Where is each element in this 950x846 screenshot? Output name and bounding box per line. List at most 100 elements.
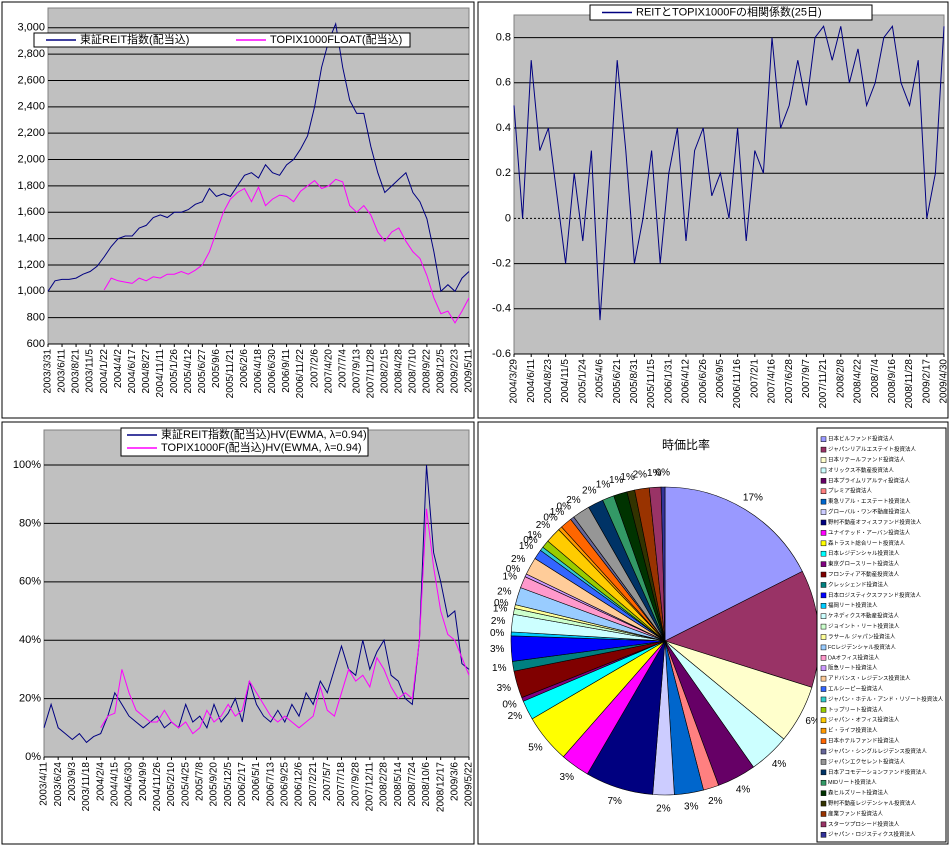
legend-swatch bbox=[820, 613, 827, 619]
x-tick-label: 2003/4/11 bbox=[39, 762, 50, 806]
legend-label: ラサール ジャパン投資法人 bbox=[828, 632, 896, 640]
x-tick-label: 2007/2/6 bbox=[309, 349, 320, 388]
series-line bbox=[100, 508, 470, 735]
data-label: 1% bbox=[609, 475, 624, 486]
x-tick-label: 2007/2/21 bbox=[308, 762, 319, 807]
x-tick-label: 2003/6/24 bbox=[53, 762, 64, 807]
legend-label: グローバル・ワン不動産投資法人 bbox=[828, 508, 911, 516]
x-tick-label: 2003/8/21 bbox=[71, 349, 82, 394]
x-tick-label: 2008/11/28 bbox=[904, 359, 915, 409]
legend-swatch bbox=[820, 748, 827, 755]
y-tick-label: 40% bbox=[19, 634, 41, 646]
x-tick-label: 2005/12/5 bbox=[223, 762, 234, 807]
x-tick-label: 2009/4/30 bbox=[939, 359, 950, 404]
legend-label: 野村不動産レジデンシャル投資法人 bbox=[828, 799, 917, 807]
x-tick-label: 2007/5/7 bbox=[322, 762, 333, 801]
data-label: 3% bbox=[684, 802, 699, 813]
legend-label: ビ・ライフ投資法人 bbox=[828, 726, 878, 734]
legend-label: ジャパン・シングルレジデンス投資法人 bbox=[828, 747, 927, 755]
legend-swatch bbox=[820, 707, 827, 713]
x-tick-label: 2005/9/20 bbox=[209, 762, 220, 807]
legend-swatch bbox=[820, 519, 827, 526]
x-tick-label: 2006/4/18 bbox=[253, 349, 264, 394]
x-tick-label: 2007/2/1 bbox=[749, 359, 760, 398]
x-tick-label: 2007/11/28 bbox=[365, 349, 376, 399]
data-label: 1% bbox=[647, 468, 662, 479]
legend-box bbox=[33, 32, 411, 48]
data-label: 0% bbox=[543, 513, 558, 524]
legend-swatch bbox=[820, 644, 827, 651]
legend-swatch bbox=[820, 571, 827, 578]
plot-area bbox=[513, 14, 945, 355]
x-tick-label: 2005/4/25 bbox=[180, 762, 191, 807]
y-tick-label: 0 bbox=[505, 212, 511, 224]
x-tick-label: 2008/2/15 bbox=[379, 349, 390, 394]
x-tick-label: 2005/4/6 bbox=[595, 359, 606, 398]
legend-swatch bbox=[820, 811, 827, 817]
x-tick-label: 2008/9/22 bbox=[422, 349, 433, 394]
legend-label: ユナイテッド・アーバン投資法人 bbox=[828, 528, 911, 536]
legend-swatch bbox=[820, 665, 827, 671]
y-tick-label: 2,600 bbox=[17, 74, 45, 86]
y-tick-label: 0.8 bbox=[496, 32, 511, 44]
legend-label: 福岡リート投資法人 bbox=[828, 601, 878, 609]
data-label: 1% bbox=[550, 507, 565, 518]
data-label: 2% bbox=[566, 495, 581, 506]
data-label: 1% bbox=[493, 603, 508, 614]
x-tick-label: 2007/9/7 bbox=[801, 359, 812, 398]
data-label: 2% bbox=[708, 796, 723, 807]
x-tick-label: 2008/4/28 bbox=[393, 349, 404, 394]
x-tick-label: 2005/1/24 bbox=[577, 359, 588, 404]
legend-swatch bbox=[820, 634, 827, 640]
data-label: 1% bbox=[503, 571, 518, 582]
data-label: 1% bbox=[527, 530, 542, 541]
x-tick-label: 2005/8/31 bbox=[629, 359, 640, 404]
legend-label: DAオフィス投資法人 bbox=[828, 653, 880, 661]
y-tick-label: 1,000 bbox=[17, 285, 45, 297]
legend-swatch bbox=[820, 832, 827, 838]
legend-label: 日本プライムリアルティ投資法人 bbox=[828, 476, 911, 484]
data-label: 7% bbox=[607, 796, 622, 807]
y-tick-label: -0.6 bbox=[492, 348, 511, 360]
pie-slice bbox=[664, 486, 803, 642]
data-label: 3% bbox=[497, 683, 512, 694]
x-tick-label: 2008/2/28 bbox=[379, 762, 390, 807]
legend-label: プレミア投資法人 bbox=[828, 487, 873, 495]
legend-swatch bbox=[820, 821, 827, 828]
x-tick-label: 2007/11/21 bbox=[818, 359, 829, 409]
x-tick-label: 2006/2/17 bbox=[237, 762, 248, 807]
x-tick-label: 2008/5/14 bbox=[393, 762, 404, 807]
legend-swatch bbox=[820, 686, 827, 692]
data-label: 2% bbox=[491, 616, 506, 627]
legend-label: ジョイント・リート投資法人 bbox=[828, 622, 900, 630]
x-tick-label: 2004/4/15 bbox=[109, 762, 120, 807]
y-tick-label: 600 bbox=[27, 338, 45, 350]
x-tick-label: 2004/6/17 bbox=[127, 349, 138, 394]
y-tick-label: 1,600 bbox=[17, 206, 45, 218]
legend-label: FCレジデンシャル投資法人 bbox=[828, 643, 896, 651]
y-tick-label: 0.4 bbox=[496, 122, 511, 134]
x-tick-label: 2007/9/28 bbox=[350, 762, 361, 807]
legend-swatch bbox=[820, 675, 827, 682]
x-tick-label: 2007/12/11 bbox=[364, 762, 375, 812]
x-tick-label: 2009/3/6 bbox=[449, 762, 460, 801]
legend-swatch bbox=[820, 582, 827, 588]
legend-label: アドバンス・レジデンス投資法人 bbox=[828, 674, 911, 682]
y-tick-label: 0.6 bbox=[496, 77, 511, 89]
legend-label: 東京グロースリート投資法人 bbox=[828, 560, 900, 568]
legend-label: REITとTOPIX1000Fの相関係数(25日) bbox=[636, 5, 822, 18]
y-tick-label: 0% bbox=[25, 751, 41, 763]
x-tick-label: 2007/7/18 bbox=[336, 762, 347, 807]
x-tick-label: 2007/4/16 bbox=[767, 359, 778, 404]
y-tick-label: 2,200 bbox=[17, 127, 45, 139]
legend-swatch bbox=[820, 790, 827, 796]
series-line bbox=[103, 178, 470, 324]
legend-label: オリックス不動産投資法人 bbox=[828, 466, 894, 474]
y-tick-label: 1,400 bbox=[17, 232, 45, 244]
legend-swatch bbox=[820, 769, 827, 776]
x-tick-label: 2004/11/26 bbox=[152, 762, 163, 812]
legend-swatch bbox=[820, 530, 827, 536]
data-label: 3% bbox=[490, 644, 505, 655]
data-label: 6% bbox=[805, 716, 820, 727]
data-label: 2% bbox=[582, 486, 597, 497]
